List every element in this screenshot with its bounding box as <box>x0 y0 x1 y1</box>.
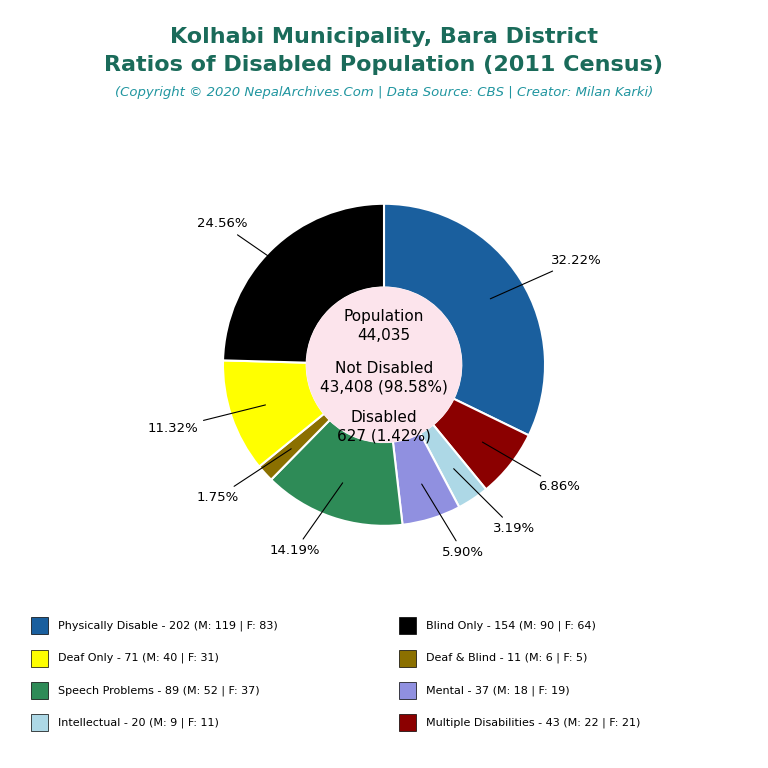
Text: 11.32%: 11.32% <box>147 405 266 435</box>
Text: (Copyright © 2020 NepalArchives.Com | Data Source: CBS | Creator: Milan Karki): (Copyright © 2020 NepalArchives.Com | Da… <box>115 86 653 99</box>
Text: Population: Population <box>344 309 424 324</box>
Text: Speech Problems - 89 (M: 52 | F: 37): Speech Problems - 89 (M: 52 | F: 37) <box>58 685 260 696</box>
Text: 627 (1.42%): 627 (1.42%) <box>337 428 431 443</box>
Text: 43,408 (98.58%): 43,408 (98.58%) <box>320 380 448 395</box>
Text: 44,035: 44,035 <box>357 328 411 343</box>
Text: Physically Disable - 202 (M: 119 | F: 83): Physically Disable - 202 (M: 119 | F: 83… <box>58 621 277 631</box>
Text: 24.56%: 24.56% <box>197 217 296 276</box>
Text: Deaf & Blind - 11 (M: 6 | F: 5): Deaf & Blind - 11 (M: 6 | F: 5) <box>426 653 588 664</box>
Text: Multiple Disabilities - 43 (M: 22 | F: 21): Multiple Disabilities - 43 (M: 22 | F: 2… <box>426 717 641 728</box>
Wedge shape <box>259 414 329 480</box>
Wedge shape <box>223 360 324 466</box>
Wedge shape <box>384 204 545 435</box>
Circle shape <box>306 287 462 442</box>
Text: Ratios of Disabled Population (2011 Census): Ratios of Disabled Population (2011 Cens… <box>104 55 664 75</box>
Text: 3.19%: 3.19% <box>454 468 535 535</box>
Text: Blind Only - 154 (M: 90 | F: 64): Blind Only - 154 (M: 90 | F: 64) <box>426 621 596 631</box>
Wedge shape <box>420 425 486 507</box>
Text: Mental - 37 (M: 18 | F: 19): Mental - 37 (M: 18 | F: 19) <box>426 685 570 696</box>
Text: 6.86%: 6.86% <box>482 442 580 493</box>
Text: 5.90%: 5.90% <box>422 484 484 559</box>
Wedge shape <box>223 204 384 362</box>
Text: Kolhabi Municipality, Bara District: Kolhabi Municipality, Bara District <box>170 27 598 47</box>
Text: Disabled: Disabled <box>351 410 417 425</box>
Text: Deaf Only - 71 (M: 40 | F: 31): Deaf Only - 71 (M: 40 | F: 31) <box>58 653 218 664</box>
Wedge shape <box>393 433 459 525</box>
Wedge shape <box>271 420 402 526</box>
Text: Not Disabled: Not Disabled <box>335 360 433 376</box>
Text: 14.19%: 14.19% <box>270 483 343 557</box>
Text: 32.22%: 32.22% <box>490 254 601 299</box>
Text: 1.75%: 1.75% <box>197 449 291 504</box>
Text: Intellectual - 20 (M: 9 | F: 11): Intellectual - 20 (M: 9 | F: 11) <box>58 717 218 728</box>
Wedge shape <box>433 399 528 489</box>
